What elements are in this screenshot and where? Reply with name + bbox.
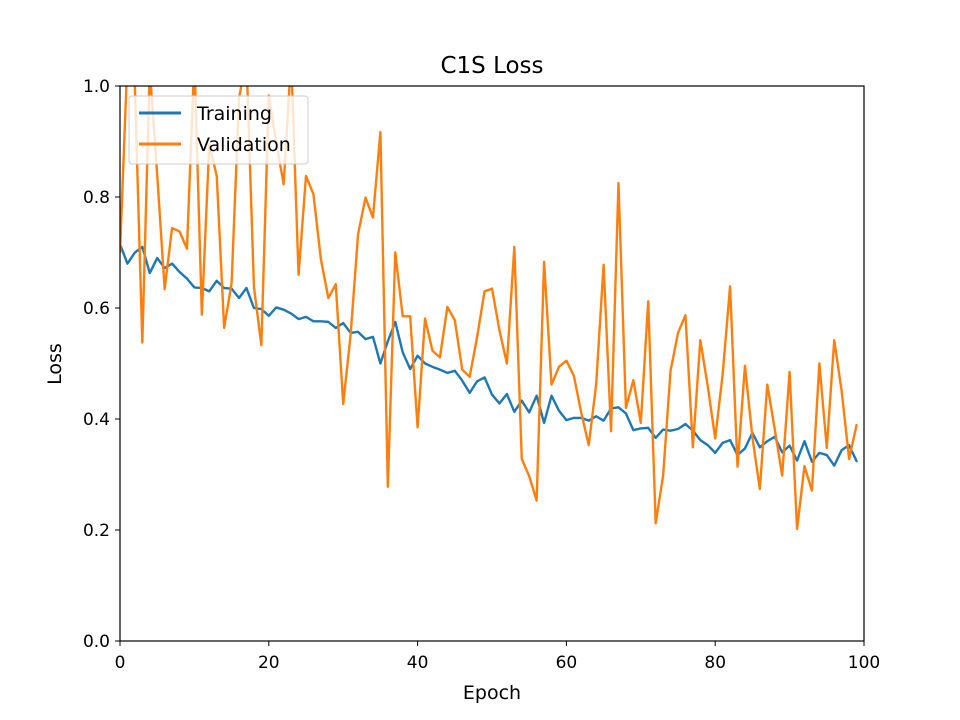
x-axis-ticks: 0 20 40 60 80 100	[115, 641, 880, 673]
y-tick-label: 0.0	[83, 632, 110, 652]
chart-title: C1S Loss	[440, 53, 543, 79]
x-tick-label: 80	[704, 653, 726, 673]
series-line-training	[120, 242, 858, 467]
x-tick-label: 40	[407, 653, 429, 673]
y-tick-label: 1.0	[83, 77, 110, 97]
legend: Training Validation	[128, 95, 309, 165]
x-tick-label: 60	[556, 653, 578, 673]
y-tick-label: 0.2	[83, 521, 110, 541]
x-tick-label: 20	[258, 653, 280, 673]
x-axis-label: Epoch	[463, 682, 521, 704]
y-tick-label: 0.4	[83, 410, 110, 430]
y-tick-label: 0.8	[83, 188, 110, 208]
plot-frame	[119, 85, 865, 642]
y-axis-label: Loss	[44, 343, 66, 385]
series-line-validation	[120, 86, 858, 531]
x-tick-label: 100	[848, 653, 880, 673]
y-tick-label: 0.6	[83, 299, 110, 319]
y-axis-ticks: 0.0 0.2 0.4 0.6 0.8 1.0	[83, 77, 120, 652]
series-layer	[120, 86, 858, 531]
legend-label-validation: Validation	[197, 134, 291, 156]
legend-label-training: Training	[196, 103, 272, 125]
x-tick-label: 0	[115, 653, 126, 673]
